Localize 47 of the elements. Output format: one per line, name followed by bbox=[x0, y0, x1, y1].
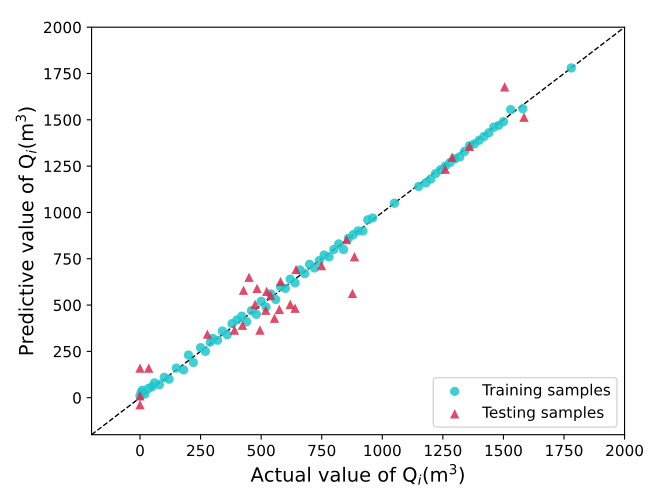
point bbox=[144, 363, 154, 373]
x-tick-label: 500 bbox=[248, 444, 275, 456]
x-tick-label: 1500 bbox=[486, 444, 522, 456]
y-tick-label: 250 bbox=[54, 346, 81, 358]
point bbox=[286, 300, 295, 309]
point bbox=[447, 152, 457, 162]
point bbox=[290, 304, 300, 313]
point bbox=[291, 264, 301, 274]
point bbox=[350, 252, 360, 262]
point bbox=[244, 272, 254, 282]
x-tick-label: 1750 bbox=[546, 444, 582, 456]
legend-label: Testing samples bbox=[482, 406, 604, 421]
y-tick-label: 500 bbox=[54, 300, 81, 312]
x-tick-label: 1250 bbox=[425, 444, 462, 456]
y-tick-label: 2000 bbox=[44, 22, 81, 34]
point bbox=[238, 320, 248, 330]
point bbox=[276, 276, 286, 286]
x-tick-label: 750 bbox=[308, 444, 336, 456]
point bbox=[250, 300, 260, 309]
point bbox=[316, 260, 326, 270]
point bbox=[252, 284, 262, 294]
point bbox=[500, 82, 510, 92]
y-tick-label: 750 bbox=[54, 253, 81, 265]
point bbox=[135, 363, 145, 373]
y-axis-title: Predictive value of Q$_{i}$(m$^{3}$) bbox=[16, 108, 36, 354]
point bbox=[274, 304, 284, 314]
point bbox=[348, 288, 358, 298]
point bbox=[270, 314, 280, 323]
x-tick-label: 1000 bbox=[364, 444, 401, 456]
point bbox=[202, 329, 212, 339]
x-tick-label: 0 bbox=[136, 444, 144, 456]
point bbox=[519, 112, 529, 122]
x-axis-title: Actual value of Q$_{i}$(m$^{3}$) bbox=[250, 464, 464, 485]
y-tick-label: 0 bbox=[73, 392, 81, 404]
y-tick-label: 1000 bbox=[44, 206, 81, 218]
point bbox=[238, 286, 248, 295]
point bbox=[255, 325, 265, 335]
point bbox=[261, 306, 270, 315]
point bbox=[135, 400, 145, 410]
legend-label: Training samples bbox=[482, 384, 610, 399]
y-tick-label: 1750 bbox=[44, 68, 81, 80]
x-tick-label: 2000 bbox=[606, 444, 643, 456]
point bbox=[230, 325, 240, 335]
y-tick-label: 1250 bbox=[44, 160, 81, 172]
point bbox=[440, 164, 450, 174]
x-tick-label: 250 bbox=[187, 444, 214, 456]
y-tick-label: 1500 bbox=[44, 114, 81, 126]
